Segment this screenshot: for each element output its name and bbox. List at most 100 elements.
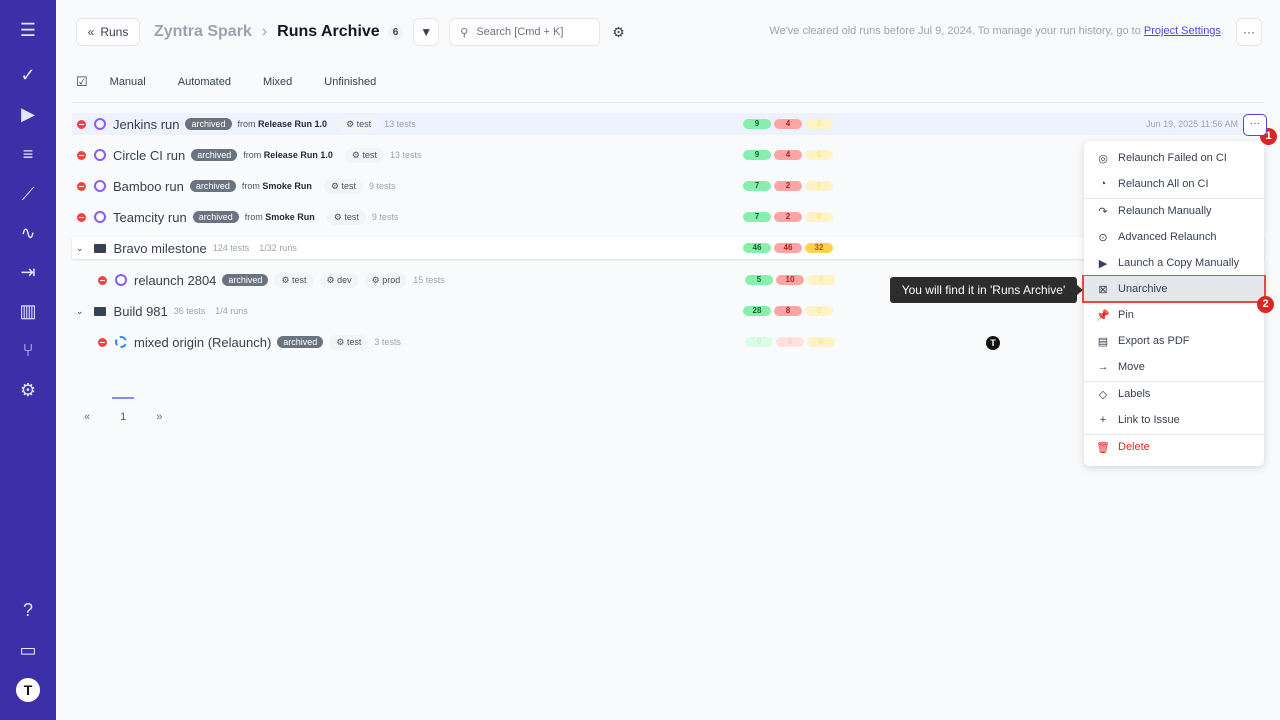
run-row[interactable]: Jenkins run archived from Release Run 1.0 ⚙… <box>72 113 1264 135</box>
milestone-name[interactable]: Build 981 <box>113 303 168 319</box>
run-name[interactable]: mixed origin (Relaunch) <box>134 334 272 350</box>
menu-item-relaunch-failed-on-ci[interactable]: ◎ Relaunch Failed on CI <box>1084 146 1264 170</box>
run-row[interactable]: mixed origin (Relaunch) archived ⚙ test 3 t… <box>72 331 1264 353</box>
env-tag: ⚙ test <box>339 116 379 132</box>
count-badge: 6 <box>387 24 404 40</box>
run-row[interactable]: Circle CI run archived from Release Run 1.… <box>72 144 1264 166</box>
from-run-link[interactable]: Smoke Run <box>262 181 312 191</box>
more-icon: ··· <box>1243 25 1255 39</box>
pin-icon: 📌 <box>1096 309 1110 322</box>
milestone-name[interactable]: Bravo milestone <box>113 240 207 256</box>
page-1[interactable]: 1 <box>112 397 135 423</box>
row-menu-button[interactable]: ··· <box>1243 114 1267 136</box>
status-counts: 5 10 0 <box>745 275 835 285</box>
tests-count: 15 tests <box>413 275 445 285</box>
menu-item-launch-a-copy-manually[interactable]: ▶ Launch a Copy Manually <box>1084 251 1264 275</box>
tests-count: 13 tests <box>389 150 422 160</box>
tab-unfinished[interactable]: Unfinished <box>324 76 377 88</box>
pulse-icon[interactable]: ∿ <box>20 223 36 243</box>
filter-button[interactable]: ▼ <box>413 18 440 46</box>
help-icon[interactable]: ? <box>22 600 33 620</box>
tab-automated[interactable]: Automated <box>177 76 231 88</box>
passed-count: 9 <box>743 119 771 129</box>
back-to-runs-button[interactable]: « Runs <box>76 18 140 46</box>
avatar[interactable]: T <box>16 678 40 702</box>
status-failed-icon <box>77 181 86 191</box>
prev-page[interactable]: « <box>84 411 91 423</box>
menu-icon[interactable]: ☰ <box>19 20 37 40</box>
search-input[interactable]: ⚲ Search [Cmd + K] <box>449 18 601 46</box>
passed-count: 7 <box>743 181 771 191</box>
from-prefix: from <box>243 150 262 160</box>
skipped-count: 0 <box>805 119 833 129</box>
check-icon[interactable]: ✓ <box>20 65 36 85</box>
menu-item-labels[interactable]: ◇ Labels <box>1084 382 1264 406</box>
menu-item-delete[interactable]: 🗑 Delete <box>1084 435 1264 459</box>
menu-item-relaunch-manually[interactable]: ↷ Relaunch Manually <box>1084 199 1264 223</box>
menu-item-export-as-pdf[interactable]: ▤ Export as PDF <box>1084 329 1264 353</box>
tab-mixed[interactable]: Mixed <box>262 76 293 88</box>
skipped-count: 0 <box>807 275 835 285</box>
run-name[interactable]: Bamboo run <box>113 178 184 194</box>
steps-icon[interactable]: ⟋ <box>21 184 35 204</box>
run-name[interactable]: Teamcity run <box>113 209 187 225</box>
menu-item-move[interactable]: → Move <box>1084 355 1264 379</box>
run-name[interactable]: Jenkins run <box>113 116 180 132</box>
gear-icon[interactable]: ⚙ <box>19 380 37 400</box>
menu-item-relaunch-all-on-ci[interactable]: ◔ Relaunch All on CI <box>1084 172 1264 196</box>
header: « Runs Zyntra Spark › Runs Archive 6 ▼ ⚲ S… <box>76 18 625 46</box>
tests-count: 9 tests <box>368 181 396 191</box>
passed-count: 28 <box>743 306 771 316</box>
env-tag: ⚙ test <box>274 272 314 288</box>
menu-item-advanced-relaunch[interactable]: ⊙ Advanced Relaunch <box>1084 225 1264 249</box>
from-prefix: from <box>244 212 263 222</box>
branch-icon[interactable]: ⑂ <box>22 340 34 360</box>
more-icon: ··· <box>1250 118 1260 129</box>
tab-manual[interactable]: Manual <box>109 76 146 88</box>
skipped-count: 0 <box>805 306 833 316</box>
chevron-down-icon[interactable]: ⌄ <box>76 305 84 316</box>
list-check-icon[interactable]: ≡ <box>22 144 34 164</box>
menu-item-unarchive[interactable]: ⊠ Unarchive <box>1082 275 1266 303</box>
run-row[interactable]: relaunch 2804 archived ⚙ test ⚙ dev ⚙ prod 15… <box>72 269 1264 291</box>
tests-count: 9 tests <box>371 212 399 222</box>
from-run-link[interactable]: Smoke Run <box>265 212 315 222</box>
tooltip: You will find it in 'Runs Archive' <box>890 277 1083 303</box>
play-icon[interactable]: ▶ <box>21 104 35 124</box>
search-placeholder: Search [Cmd + K] <box>476 26 564 38</box>
run-name[interactable]: relaunch 2804 <box>134 272 217 288</box>
milestone-row[interactable]: ⌄ Build 981 36 tests 1/4 runs 28 8 0 <box>72 300 1264 322</box>
sliders-icon[interactable]: ⚙ <box>612 23 625 40</box>
menu-item-pin[interactable]: 📌 Pin <box>1084 303 1264 327</box>
skipped-count: 0 <box>805 181 833 191</box>
pdf-icon: ▤ <box>1097 335 1109 348</box>
redo-icon: ↷ <box>1098 205 1108 218</box>
import-icon[interactable]: ⇥ <box>20 262 36 282</box>
skipped-count: 0 <box>805 150 833 160</box>
mixed-run-icon <box>115 336 127 348</box>
failed-count: 4 <box>774 150 802 160</box>
select-all-icon[interactable]: ☑ <box>76 74 88 89</box>
breadcrumb-separator-icon: › <box>261 23 268 40</box>
next-page[interactable]: » <box>156 411 163 423</box>
skipped-count: 0 <box>807 337 835 347</box>
milestone-row[interactable]: ⌄ Bravo milestone 124 tests 1/32 runs 46 46 32 <box>72 237 1264 259</box>
folders-icon[interactable]: ▭ <box>19 640 37 660</box>
run-row[interactable]: Teamcity run archived from Smoke Run ⚙ test… <box>72 206 1264 228</box>
chevron-down-icon[interactable]: ⌄ <box>76 242 84 253</box>
run-row[interactable]: Bamboo run archived from Smoke Run ⚙ test 9 … <box>72 175 1264 197</box>
project-settings-link[interactable]: Project Settings <box>1143 25 1221 37</box>
chart-icon[interactable]: ▥ <box>19 301 37 321</box>
breadcrumb-project[interactable]: Zyntra Spark <box>154 23 252 40</box>
from-run-link[interactable]: Release Run 1.0 <box>263 150 333 160</box>
from-run-link[interactable]: Release Run 1.0 <box>258 119 328 129</box>
run-name[interactable]: Circle CI run <box>113 147 186 163</box>
archived-badge: archived <box>191 149 238 161</box>
more-options-button[interactable]: ··· <box>1236 18 1262 46</box>
plus-icon: + <box>1099 414 1107 426</box>
automated-run-icon <box>94 180 106 192</box>
menu-item-link-to-issue[interactable]: + Link to Issue <box>1084 408 1264 432</box>
